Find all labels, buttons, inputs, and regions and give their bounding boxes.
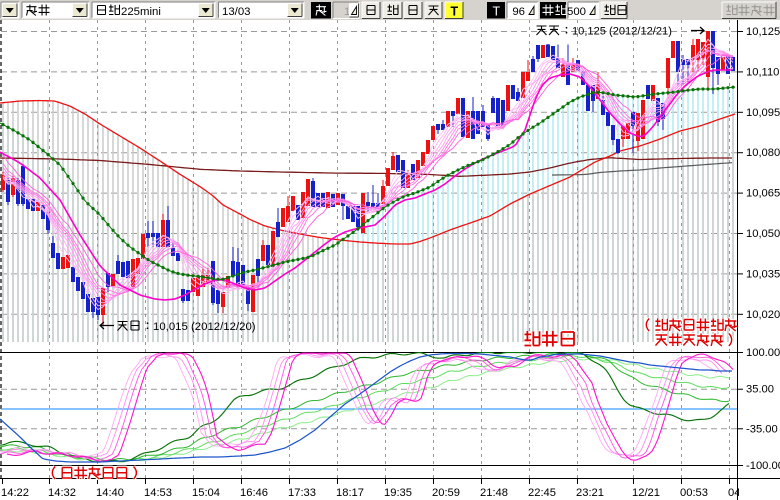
svg-text:19:35: 19:35 (384, 487, 412, 499)
svg-text:500: 500 (567, 6, 586, 18)
svg-text:14:22: 14:22 (1, 487, 29, 499)
svg-text:35.00: 35.00 (746, 384, 774, 396)
svg-text:10,125 (2012/12/21): 10,125 (2012/12/21) (572, 26, 672, 38)
svg-text:17:33: 17:33 (288, 487, 316, 499)
svg-text:14:40: 14:40 (96, 487, 124, 499)
svg-text:15:04: 15:04 (192, 487, 220, 499)
svg-text:00:53: 00:53 (680, 487, 708, 499)
svg-text:10,035: 10,035 (746, 268, 780, 280)
svg-text:-35.00: -35.00 (746, 423, 778, 435)
svg-text:10,080: 10,080 (746, 147, 780, 159)
svg-text:10,110: 10,110 (746, 66, 779, 78)
svg-text:21:48: 21:48 (480, 487, 508, 499)
svg-text:22:45: 22:45 (528, 487, 556, 499)
svg-text:10,095: 10,095 (746, 107, 780, 119)
svg-text:10,020: 10,020 (746, 309, 780, 321)
svg-text:10,015 (2012/12/20): 10,015 (2012/12/20) (153, 321, 256, 333)
svg-text:13/03: 13/03 (222, 6, 251, 18)
svg-text:10,125: 10,125 (746, 26, 780, 38)
svg-text:23:21: 23:21 (576, 487, 604, 499)
svg-text:T: T (493, 5, 501, 19)
svg-text:20:59: 20:59 (432, 487, 460, 499)
svg-text:12/21: 12/21 (632, 487, 660, 499)
svg-text:14:53: 14:53 (144, 487, 172, 499)
svg-text:10,065: 10,065 (746, 188, 780, 200)
svg-text:100.00: 100.00 (746, 347, 780, 359)
svg-text:T: T (451, 5, 459, 19)
svg-text:18:17: 18:17 (336, 487, 364, 499)
svg-text:10,050: 10,050 (746, 228, 780, 240)
svg-text:225mini: 225mini (121, 6, 161, 18)
svg-text:16:46: 16:46 (240, 487, 268, 499)
svg-text:96: 96 (512, 6, 525, 18)
svg-text:-100.00: -100.00 (746, 460, 780, 472)
svg-text:1: 1 (344, 6, 350, 18)
svg-text:14:32: 14:32 (48, 487, 76, 499)
